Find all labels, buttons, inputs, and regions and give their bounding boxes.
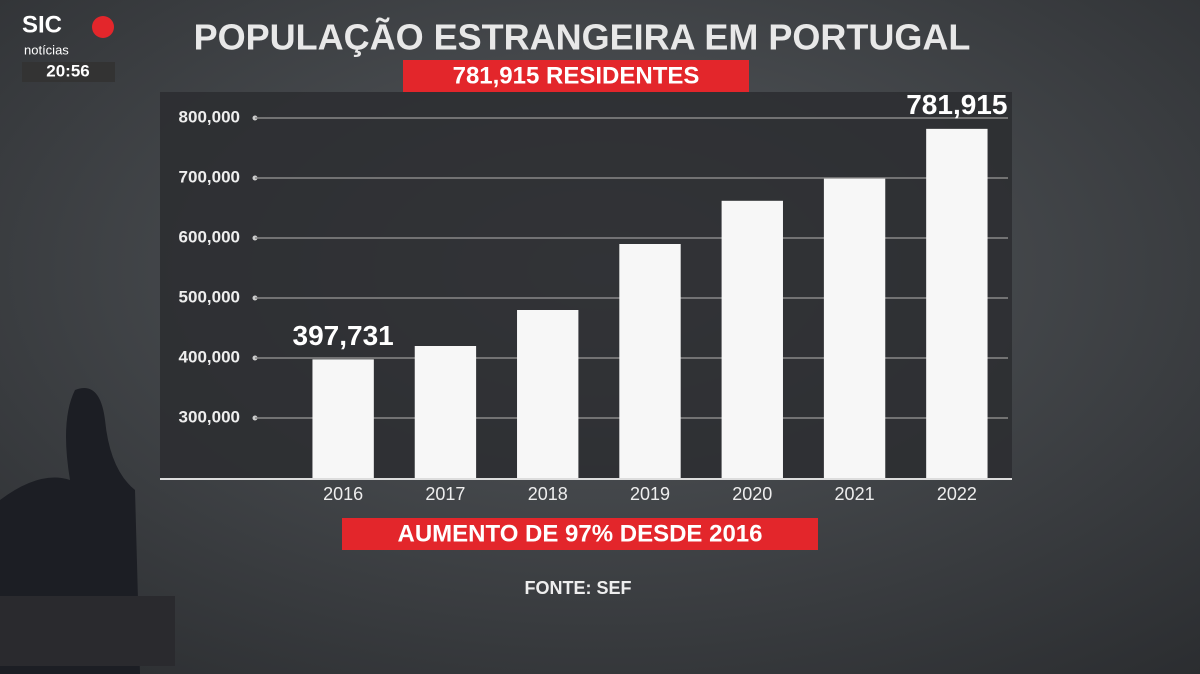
source: FONTE: SEF (525, 578, 632, 598)
bar (619, 244, 681, 478)
y-tick-label: 600,000 (179, 227, 240, 246)
y-tick-label: 800,000 (179, 107, 240, 126)
y-tick-label: 400,000 (179, 347, 240, 366)
x-tick-label: 2021 (835, 484, 875, 504)
y-tick-label: 700,000 (179, 167, 240, 186)
channel-logo: SIC (22, 11, 62, 38)
channel-sub: notícias (24, 42, 69, 57)
bar (517, 310, 579, 478)
annotation: AUMENTO DE 97% DESDE 2016 (397, 520, 762, 547)
clock: 20:56 (46, 61, 89, 80)
bar (823, 178, 886, 478)
subtitle-box (403, 60, 749, 92)
x-tick-label: 2020 (732, 484, 772, 504)
value-label: 397,731 (293, 320, 394, 351)
logo-dot (92, 16, 114, 38)
value-label: 781,915 (906, 89, 1007, 120)
x-tick-label: 2018 (528, 484, 568, 504)
bar (926, 128, 988, 478)
chart-title: POPULAÇÃO ESTRANGEIRA EM PORTUGAL (194, 16, 971, 58)
bar (414, 346, 477, 478)
x-tick-label: 2016 (323, 484, 363, 504)
y-tick-label: 500,000 (179, 287, 240, 306)
x-tick-label: 2017 (425, 484, 465, 504)
chart-subtitle: 781,915 RESIDENTES (453, 62, 700, 89)
x-tick-label: 2022 (937, 484, 977, 504)
bar (312, 359, 374, 478)
x-tick-label: 2019 (630, 484, 670, 504)
y-tick-label: 300,000 (179, 407, 240, 426)
program-logo (0, 596, 175, 666)
bar (721, 200, 783, 479)
clock-box (22, 62, 115, 82)
annotation-box (342, 518, 818, 550)
